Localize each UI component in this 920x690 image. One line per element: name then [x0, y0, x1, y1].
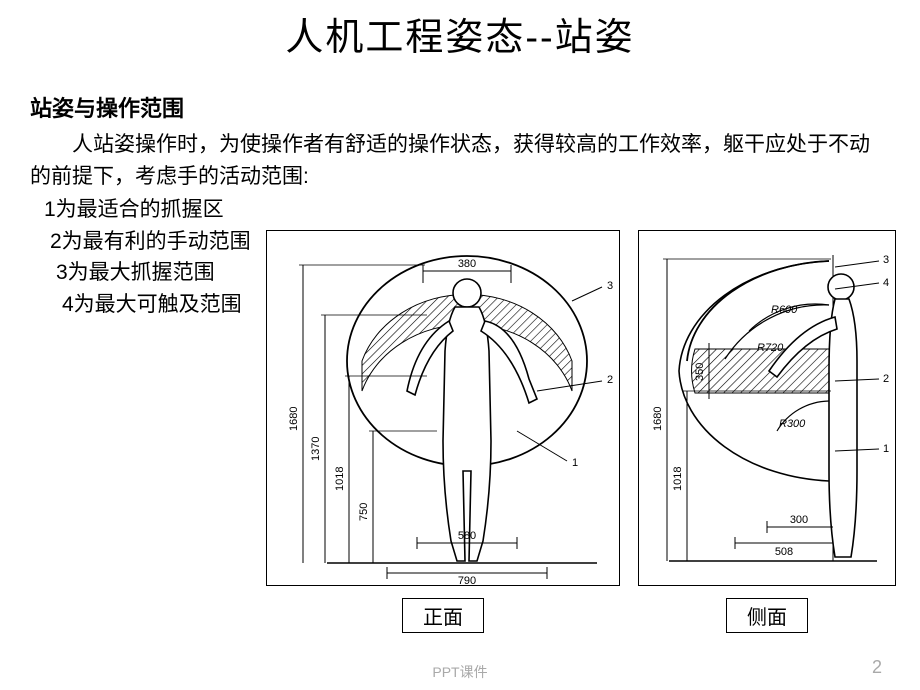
caption-front: 正面 [402, 598, 484, 633]
svg-text:1: 1 [883, 443, 889, 455]
svg-text:580: 580 [458, 530, 476, 542]
page-number: 2 [872, 657, 882, 678]
intro-paragraph: 人站姿操作时，为使操作者有舒适的操作状态，获得较高的工作效率，躯干应处于不动的前… [30, 129, 890, 192]
svg-text:380: 380 [458, 258, 476, 270]
svg-text:R300: R300 [779, 418, 806, 430]
svg-text:R600: R600 [771, 304, 798, 316]
svg-text:350: 350 [694, 363, 706, 381]
caption-side: 侧面 [726, 598, 808, 633]
svg-text:508: 508 [775, 546, 793, 558]
svg-text:3: 3 [607, 280, 613, 292]
svg-text:1018: 1018 [672, 467, 684, 491]
figure-front: 380 3 2 1 1680 1370 1018 750 [266, 230, 620, 586]
caption-row: 正面 侧面 [266, 598, 896, 633]
svg-text:1: 1 [572, 457, 578, 469]
svg-text:3: 3 [883, 254, 889, 266]
svg-text:1018: 1018 [334, 467, 346, 491]
svg-text:R720: R720 [757, 342, 784, 354]
svg-text:1680: 1680 [288, 407, 300, 431]
figure-side: R600 R720 R300 3 4 2 1 1680 1018 350 [638, 230, 896, 586]
list-item: 1为最适合的抓握区 [30, 194, 890, 226]
svg-text:1680: 1680 [652, 407, 664, 431]
svg-text:300: 300 [790, 514, 808, 526]
svg-text:750: 750 [358, 503, 370, 521]
svg-text:790: 790 [458, 575, 476, 587]
page-title: 人机工程姿态--站姿 [0, 0, 920, 61]
figure-row: 380 3 2 1 1680 1370 1018 750 [266, 230, 896, 586]
svg-text:4: 4 [883, 277, 889, 289]
svg-text:1370: 1370 [310, 437, 322, 461]
subtitle: 站姿与操作范围 [30, 91, 890, 123]
svg-text:2: 2 [883, 373, 889, 385]
footer-label: PPT课件 [0, 662, 920, 682]
svg-text:2: 2 [607, 374, 613, 386]
